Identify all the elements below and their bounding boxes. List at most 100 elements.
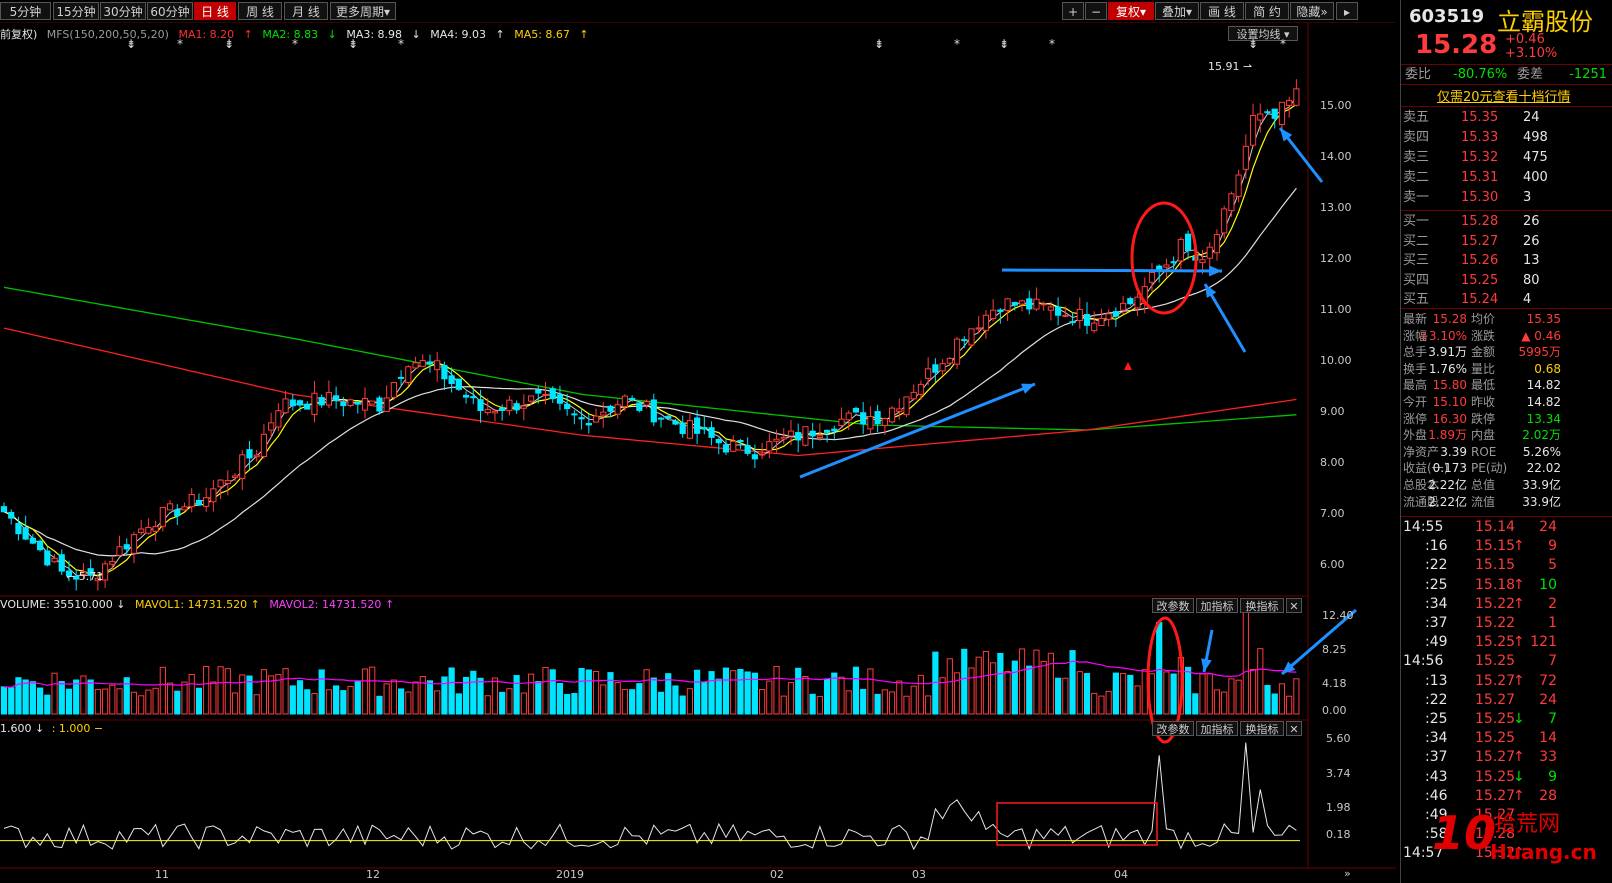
candle-body — [412, 362, 419, 369]
volume-bar — [390, 679, 397, 715]
arrowhead-icon — [1282, 661, 1296, 674]
fuquan-button[interactable]: 复权▾ — [1108, 2, 1154, 20]
candle-body — [939, 363, 946, 372]
volume-bar — [946, 658, 953, 715]
kline-chart[interactable]: ⇟ * ⇟ * ⇟ * ⇟ * ⇟ * ⇟ * — [0, 22, 1396, 883]
arrow-left-icon: ↽ — [66, 570, 79, 583]
candle-body — [722, 444, 730, 453]
tick-row: :43 15.25 ↓ 9 — [1401, 768, 1612, 787]
vol-params-button[interactable]: 改参数 — [1152, 598, 1194, 613]
tick-row: :46 15.27 ↑ 28 — [1401, 787, 1612, 806]
volume-bar — [1184, 666, 1192, 715]
volume-bar — [484, 695, 491, 715]
stat-value: 15.80 — [1432, 378, 1467, 393]
close-icon[interactable]: ✕ — [1286, 598, 1302, 613]
x-tick: 12 — [366, 868, 380, 881]
tick-time: :37 — [1425, 615, 1448, 631]
candle-body — [571, 413, 578, 416]
overlay-button[interactable]: 叠加▾ — [1155, 2, 1199, 20]
ind-add-indicator-button[interactable]: 加指标 — [1196, 721, 1238, 736]
tick-volume: 24 — [1539, 519, 1557, 535]
candle-body — [94, 577, 101, 582]
candle-body — [535, 389, 542, 394]
set-ma-button[interactable]: 设置均线 ▾ — [1228, 26, 1298, 41]
draw-line-button[interactable]: 画 线 — [1200, 2, 1244, 20]
period-15min-button[interactable]: 15分钟 — [53, 2, 99, 20]
zoom-in-button[interactable]: + — [1062, 2, 1084, 20]
vol-add-indicator-button[interactable]: 加指标 — [1196, 598, 1238, 613]
simple-mode-button[interactable]: 简 约 — [1245, 2, 1289, 20]
event-marker-icon: * — [1280, 37, 1286, 51]
period-30min-button[interactable]: 30分钟 — [100, 2, 146, 20]
volume-bar — [253, 694, 260, 715]
close-icon[interactable]: ✕ — [1286, 721, 1302, 736]
period-60min-button[interactable]: 60分钟 — [147, 2, 193, 20]
stat-value: 1.76% — [1428, 361, 1467, 376]
candle-body — [1069, 321, 1076, 324]
stat-label: 金额 — [1471, 345, 1496, 360]
volume-bar — [246, 675, 253, 715]
volume-bar — [1076, 671, 1083, 715]
candle-body — [708, 427, 715, 438]
candle-body — [715, 438, 722, 444]
volume-value: VOLUME: 35510.000 — [0, 598, 113, 611]
volume-bar — [867, 668, 874, 715]
stat-value: 2.02万 — [1522, 428, 1561, 443]
watermark-logo: 10 拾荒网 Huang.cn — [1432, 806, 1597, 864]
candle-body — [304, 403, 311, 410]
period-daily-button[interactable]: 日 线 — [194, 2, 236, 20]
tick-time: :34 — [1425, 595, 1448, 612]
bid-volume: 26 — [1523, 233, 1540, 249]
volume-bar — [289, 685, 296, 715]
hide-panel-button[interactable]: 隐藏» — [1290, 2, 1334, 20]
stat-value: 15.35 — [1526, 312, 1561, 326]
candle-body — [354, 401, 361, 405]
volume-bar — [462, 676, 470, 715]
volume-bar — [434, 690, 441, 715]
period-weekly-button[interactable]: 周 线 — [238, 2, 282, 20]
stat-label: 总值 — [1471, 478, 1496, 492]
y-tick: 8.00 — [1320, 456, 1345, 469]
tick-price: 15.22 — [1475, 595, 1516, 612]
zoom-out-button[interactable]: − — [1085, 2, 1107, 20]
volume-bar — [477, 677, 484, 715]
candle-body — [462, 394, 470, 398]
candle-body — [1004, 298, 1011, 311]
tick-row: :22 15.15 5 — [1401, 556, 1612, 575]
volume-bar — [585, 669, 592, 715]
period-monthly-button[interactable]: 月 线 — [284, 2, 328, 20]
sidebar-toggle-icon[interactable]: ▸ — [1336, 2, 1358, 20]
candle-body — [390, 381, 397, 398]
volume-bar — [181, 681, 188, 715]
stat-label: ROE — [1471, 444, 1497, 459]
ind-params-button[interactable]: 改参数 — [1152, 721, 1194, 736]
volume-bar — [376, 695, 383, 715]
tick-direction: ↑ — [1513, 595, 1525, 612]
stat-label: 涨幅 — [1403, 328, 1428, 343]
volume-bar — [1083, 673, 1091, 715]
candle-body — [694, 417, 701, 434]
ind-y-tick: 5.60 — [1326, 732, 1351, 745]
period-5min-button[interactable]: 5分钟 — [0, 2, 51, 20]
level2-promo-link[interactable]: 仅需20元查看十档行情 — [1437, 90, 1571, 105]
ask-price: 15.32 — [1461, 150, 1499, 165]
bid-row: 买五 15.24 4 — [1401, 290, 1612, 309]
vol-switch-indicator-button[interactable]: 换指标 — [1240, 598, 1284, 613]
tick-volume: 7 — [1548, 653, 1557, 670]
scroll-right-icon[interactable]: » — [1344, 867, 1351, 880]
fuquan-label: 复权 — [1115, 5, 1140, 19]
stat-row: 总手 3.91万 金额 5995万 — [1401, 344, 1612, 361]
stat-value: 5995万 — [1518, 345, 1561, 360]
stat-row: 流通股 2.22亿 流值 33.9亿 — [1401, 494, 1612, 511]
annotation-circle — [1130, 201, 1198, 315]
more-periods-button[interactable]: 更多周期▾ — [330, 2, 396, 20]
candle-body — [542, 393, 549, 396]
stat-value: ▲ 0.46 — [1521, 328, 1561, 343]
volume-bar — [1271, 693, 1278, 715]
volume-bar — [145, 689, 152, 715]
stat-value: 16.30 — [1432, 411, 1467, 426]
stat-label: 最高 — [1403, 378, 1428, 393]
ind-switch-indicator-button[interactable]: 换指标 — [1240, 721, 1284, 736]
candle-body — [1120, 302, 1127, 311]
candle-body — [491, 410, 499, 414]
